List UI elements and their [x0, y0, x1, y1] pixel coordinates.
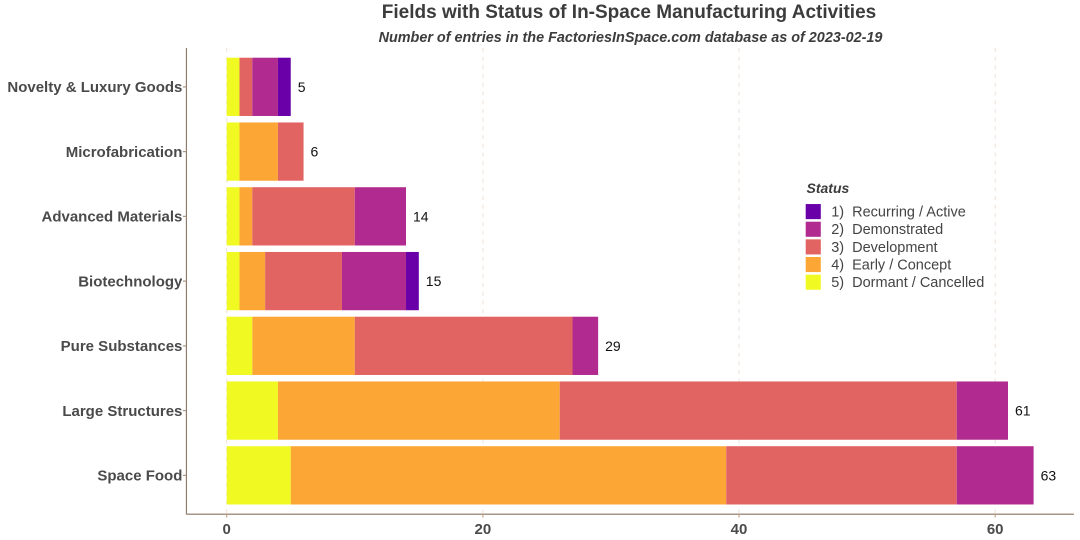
svg-text:Status: Status: [807, 180, 850, 196]
svg-text:4) Early / Concept: 4) Early / Concept: [831, 257, 951, 273]
svg-text:15: 15: [426, 273, 442, 289]
svg-text:1) Recurring / Active: 1) Recurring / Active: [831, 205, 966, 221]
svg-text:Biotechnology: Biotechnology: [78, 273, 183, 290]
svg-text:Pure Substances: Pure Substances: [61, 338, 183, 355]
svg-text:Space Food: Space Food: [97, 468, 182, 485]
svg-text:63: 63: [1041, 467, 1057, 483]
svg-text:5: 5: [298, 79, 306, 95]
svg-text:Novelty & Luxury Goods: Novelty & Luxury Goods: [7, 79, 182, 96]
svg-text:Fields with Status of In-Space: Fields with Status of In-Space Manufactu…: [382, 2, 876, 23]
svg-text:5) Dormant / Cancelled: 5) Dormant / Cancelled: [831, 275, 984, 291]
svg-text:3) Development: 3) Development: [831, 240, 937, 256]
svg-text:14: 14: [413, 208, 429, 224]
svg-text:Advanced Materials: Advanced Materials: [42, 209, 183, 226]
svg-text:20: 20: [475, 521, 492, 538]
svg-text:2) Demonstrated: 2) Demonstrated: [831, 222, 943, 238]
svg-text:Number of entries in the Facto: Number of entries in the FactoriesInSpac…: [379, 30, 883, 46]
svg-text:Large Structures: Large Structures: [62, 403, 182, 420]
svg-text:0: 0: [223, 521, 231, 538]
svg-text:61: 61: [1015, 403, 1031, 419]
svg-text:60: 60: [987, 521, 1004, 538]
svg-text:29: 29: [605, 338, 621, 354]
svg-text:40: 40: [731, 521, 748, 538]
svg-text:6: 6: [311, 144, 319, 160]
svg-text:Microfabrication: Microfabrication: [66, 144, 183, 161]
